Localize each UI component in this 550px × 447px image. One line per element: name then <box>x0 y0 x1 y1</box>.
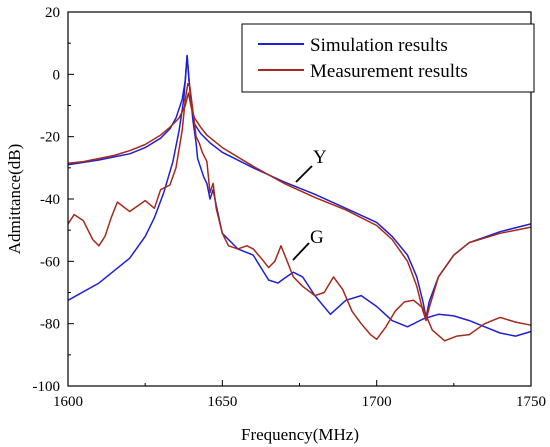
x-axis-title: Frequency(MHz) <box>241 425 359 444</box>
annotation-pointer-g <box>292 242 310 261</box>
y-tick-label: -80 <box>40 317 60 333</box>
legend-label-measurement: Measurement results <box>310 61 468 82</box>
x-tick-label: 1750 <box>516 394 546 410</box>
y-axis-title: Admittance(dB) <box>5 144 24 254</box>
annotation-pointer-y <box>295 165 313 183</box>
legend-label-simulation: Simulation results <box>310 35 448 56</box>
x-tick-label: 1650 <box>207 394 237 410</box>
legend: Simulation results Measurement results <box>241 23 535 93</box>
y-tick-label: -60 <box>40 254 60 270</box>
series-line-measurement-y <box>67 92 532 322</box>
series-line-simulation-y <box>67 54 532 319</box>
y-tick-label: -40 <box>40 192 60 208</box>
x-tick-label: 1600 <box>53 394 83 410</box>
series-line-simulation-g <box>67 54 532 337</box>
y-tick-label: -100 <box>33 379 61 395</box>
series-line-measurement-g <box>67 82 532 342</box>
series-layer <box>67 54 532 342</box>
annotation-label-g: G <box>310 227 324 248</box>
annotation-label-y: Y <box>313 147 327 168</box>
x-tick-label: 1700 <box>362 394 392 410</box>
axis-ticks: 1600 1650 1700 1750 -100 -80 -60 -40 -20 0 20 <box>33 5 547 410</box>
annotations: Y G <box>292 147 327 261</box>
legend-box <box>241 23 535 93</box>
y-tick-label: 0 <box>53 67 61 83</box>
y-tick-label: -20 <box>40 130 60 146</box>
y-tick-label: 20 <box>45 5 60 21</box>
